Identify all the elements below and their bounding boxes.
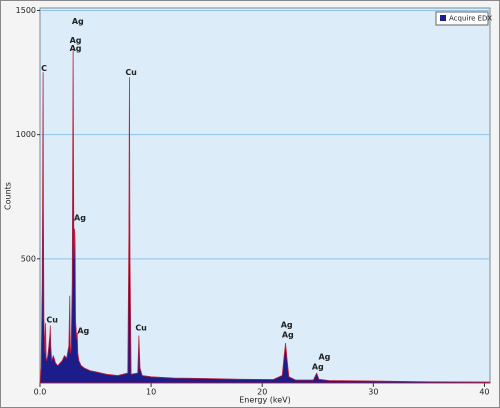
peak-label: Ag xyxy=(312,362,324,371)
peak-label: Ag xyxy=(70,36,82,45)
y-axis-label: Counts xyxy=(4,182,13,210)
y-tick-label: 1000 xyxy=(16,130,36,139)
y-tick-label: 500 xyxy=(21,254,36,263)
legend-label: Acquire EDX xyxy=(449,15,492,23)
peak-label: Ag xyxy=(72,17,84,26)
peak-label: Cu xyxy=(135,323,147,332)
peak-label: Ag xyxy=(282,330,294,339)
peak-label: Ag xyxy=(77,326,89,335)
peak-label: Ag xyxy=(70,44,82,53)
x-tick-label: 30 xyxy=(368,388,378,397)
x-tick-label: 40 xyxy=(479,388,489,397)
spectrum-area xyxy=(39,49,491,384)
x-axis-label: Energy (keV) xyxy=(239,396,291,405)
x-tick-label: 20 xyxy=(257,388,267,397)
peak-label: Ag xyxy=(318,352,330,361)
legend-box xyxy=(435,11,489,26)
plot-area xyxy=(39,7,491,384)
x-tick-label: 0.0 xyxy=(34,388,47,397)
peak-label: C xyxy=(41,64,47,73)
peak-label: Ag xyxy=(281,320,293,329)
peak-label: Ag xyxy=(74,213,86,222)
peak-label: Cu xyxy=(46,315,58,324)
y-tick-label: 1500 xyxy=(16,6,36,15)
x-tick-label: 10 xyxy=(146,388,156,397)
peak-label: Cu xyxy=(125,68,137,77)
legend-swatch xyxy=(440,15,446,21)
